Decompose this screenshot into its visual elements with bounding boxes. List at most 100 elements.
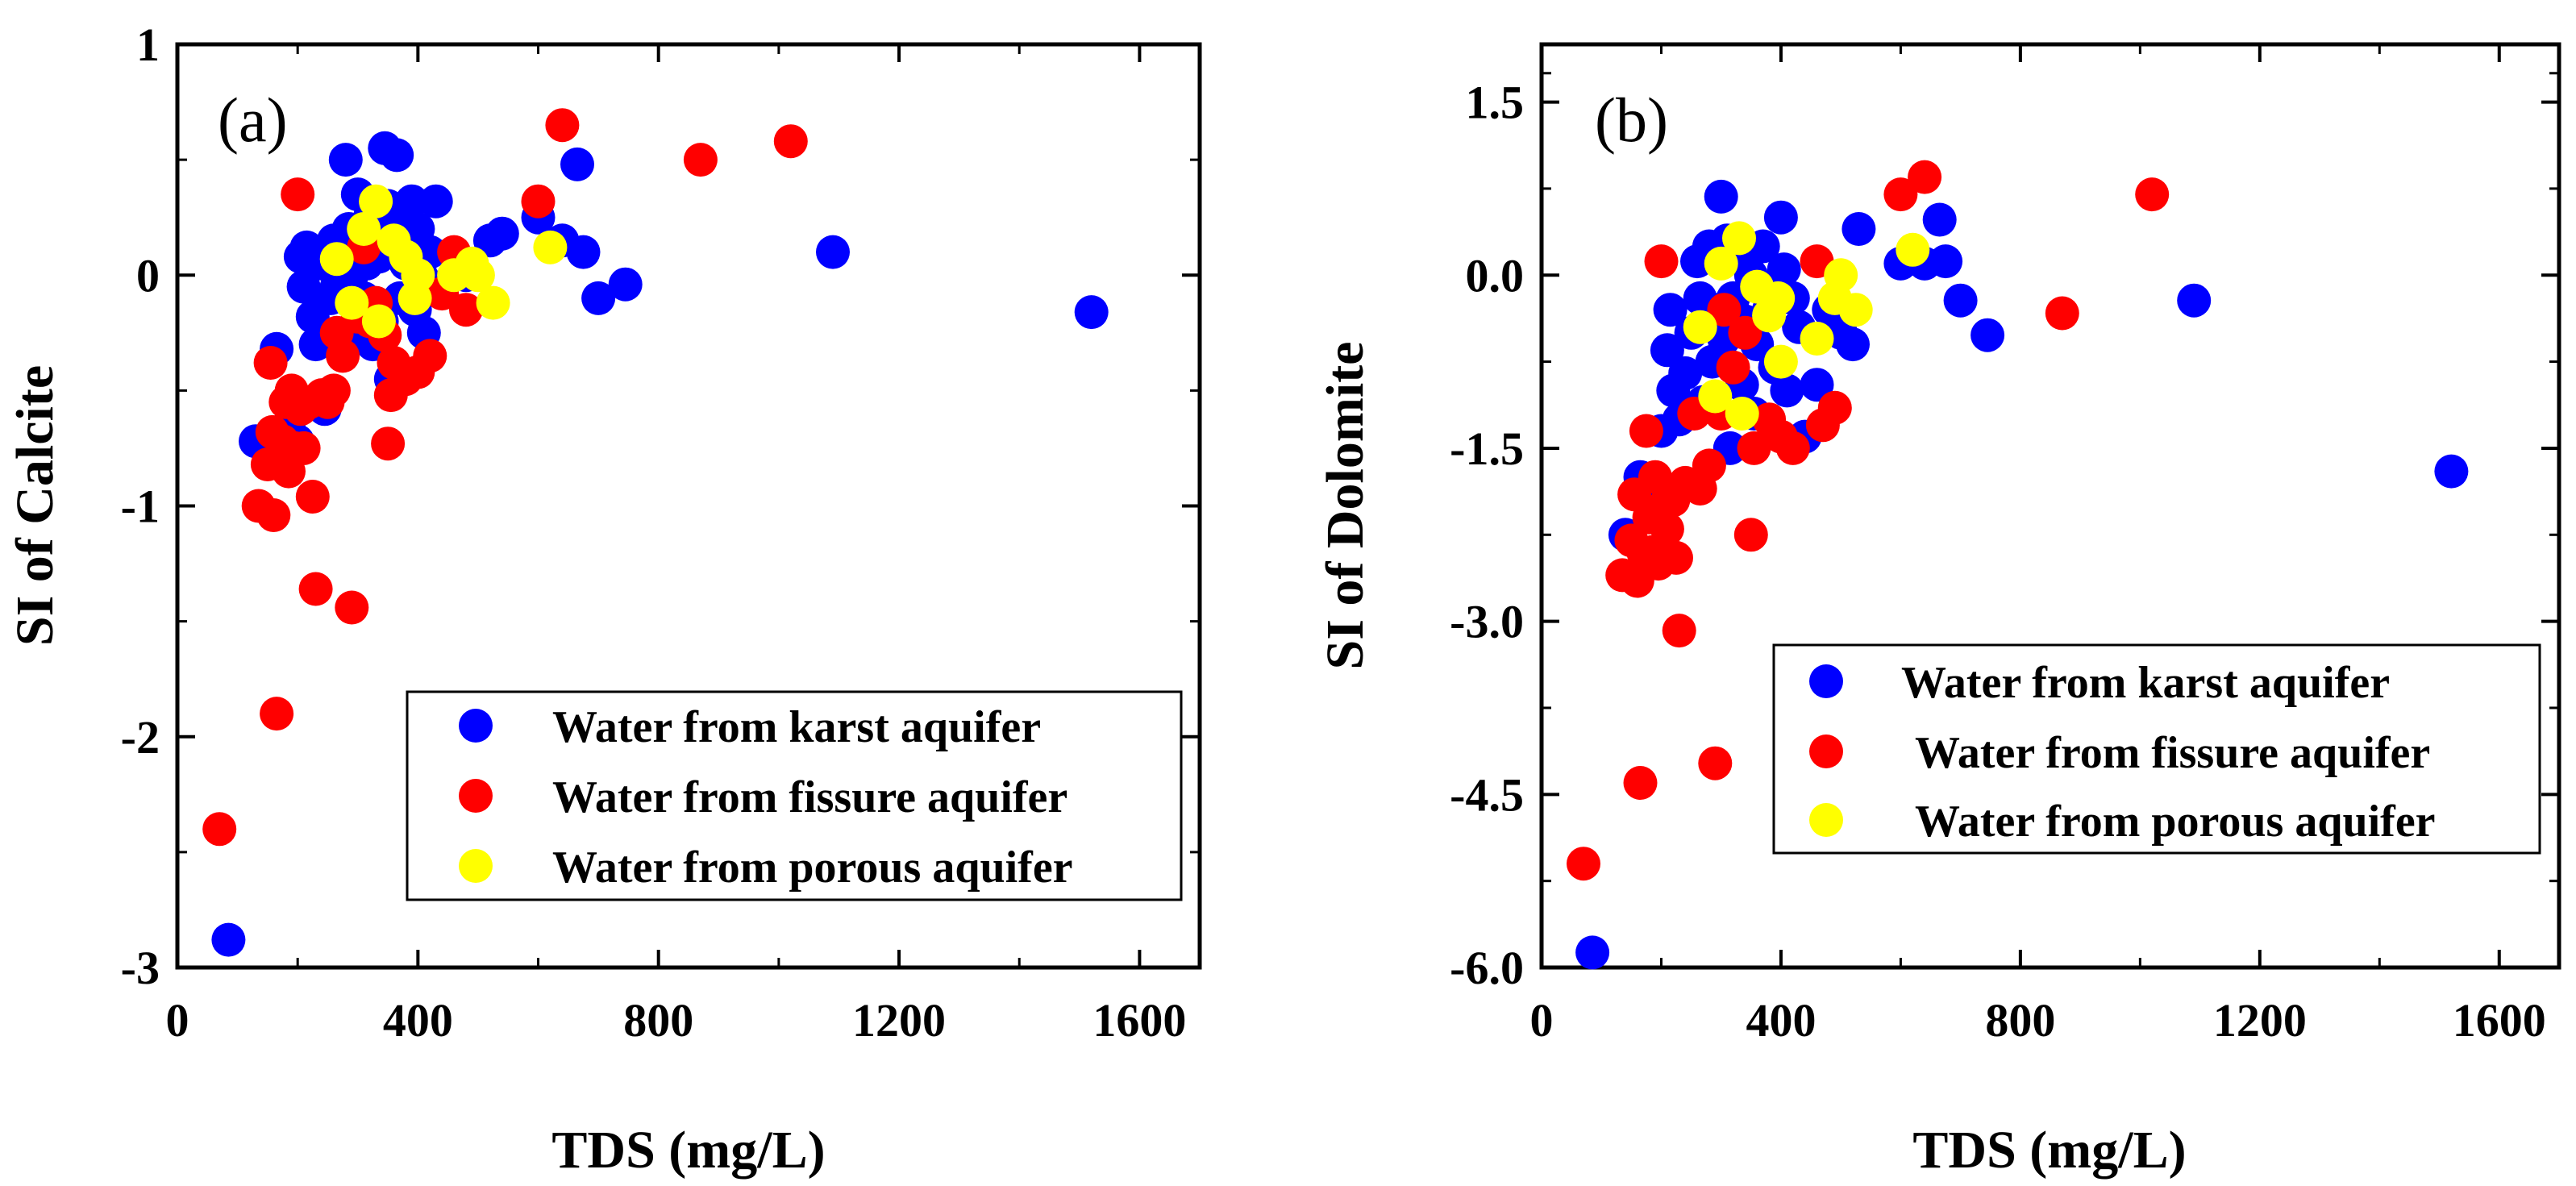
karst-point <box>1770 373 1804 408</box>
panel-b-legend-box <box>1772 643 2541 855</box>
panel-b-legend-fissure-label: Water from fissure aquifer <box>1915 728 2430 778</box>
x-tick-label: 1600 <box>1092 994 1186 1047</box>
porous-point <box>401 258 435 293</box>
karst-point <box>485 216 519 251</box>
fissure-point <box>1644 244 1679 279</box>
fissure-point <box>1623 766 1658 800</box>
porous-point <box>1761 281 1796 315</box>
panel-a-legend-fissure-marker <box>459 779 493 813</box>
karst-point <box>2434 454 2469 489</box>
panel-a-points <box>202 108 1109 957</box>
karst-point <box>1653 293 1688 327</box>
karst-point <box>1800 368 1834 402</box>
fissure-point <box>1716 350 1750 385</box>
fissure-point <box>295 480 330 514</box>
porous-point <box>335 285 369 320</box>
panel-b-points <box>1567 160 2469 970</box>
y-tick-label: 0.0 <box>1466 249 1525 302</box>
porous-point <box>1698 379 1733 414</box>
fissure-point <box>1728 315 1762 350</box>
panel-a-legend-porous-marker <box>459 849 493 883</box>
x-tick-label: 800 <box>1985 994 2055 1047</box>
fissure-point <box>521 184 556 218</box>
karst-point <box>328 143 363 177</box>
karst-point <box>1575 935 1610 970</box>
karst-point <box>418 184 453 218</box>
fissure-point <box>1707 293 1742 327</box>
panel-a-legend-fissure-label: Water from fissure aquifer <box>552 772 1067 822</box>
fissure-point <box>253 346 288 380</box>
fissure-point <box>1659 540 1693 575</box>
porous-point <box>1725 397 1759 431</box>
fissure-point <box>1638 460 1672 494</box>
porous-point <box>476 285 510 320</box>
fissure-point <box>1567 847 1600 881</box>
karst-point <box>380 138 414 173</box>
porous-point <box>1704 246 1738 281</box>
karst-point <box>816 235 850 269</box>
karst-point <box>1929 244 1963 279</box>
karst-point <box>1763 200 1798 235</box>
panel-a-x-axis-title: TDS (mg/L) <box>551 1121 825 1180</box>
porous-point <box>1824 258 1858 293</box>
panel-b-plot-frame <box>1539 42 2561 970</box>
panel-a-legend: Water from karst aquifer Water from fiss… <box>406 690 1183 901</box>
panel-a-axes: 0 400 800 1200 1600 1 0 -1 -2 -3 <box>121 19 1200 1047</box>
karst-point <box>1650 333 1684 368</box>
karst-point <box>1836 327 1870 362</box>
porous-point <box>1722 221 1756 256</box>
karst-point <box>1943 283 1978 318</box>
porous-point <box>359 184 393 218</box>
fissure-point <box>1692 448 1726 483</box>
fissure-point <box>1662 614 1696 648</box>
fissure-point <box>286 431 321 465</box>
karst-point <box>1668 356 1703 390</box>
porous-point <box>1896 232 1930 267</box>
fissure-point <box>545 108 580 143</box>
x-tick-label: 400 <box>383 994 453 1047</box>
fissure-point <box>683 143 718 177</box>
karst-point <box>581 281 616 315</box>
panel-b-dolomite: 0 400 800 1200 1600 1.5 0.0 -1.5 -3.0 -4.5 -6.0 (b… <box>1316 42 2561 1180</box>
fissure-point <box>1817 390 1852 425</box>
fissure-point <box>1775 431 1810 465</box>
fissure-point <box>1650 512 1684 547</box>
fissure-point <box>202 812 237 847</box>
panel-a-legend-box <box>406 690 1183 901</box>
karst-point <box>1841 212 1876 246</box>
porous-point <box>1800 322 1834 356</box>
porous-point <box>1763 344 1798 379</box>
panel-b-label: (b) <box>1595 85 1668 155</box>
y-tick-label: -6.0 <box>1450 942 1524 994</box>
karst-point <box>2177 283 2212 318</box>
panel-a-y-axis-title: SI of Calcite <box>6 365 65 646</box>
panel-b-legend-karst-marker <box>1809 664 1843 698</box>
y-tick-label: -3 <box>121 942 160 994</box>
fissure-point <box>256 498 291 532</box>
karst-point <box>566 235 601 269</box>
porous-point <box>1683 310 1717 344</box>
porous-point <box>319 242 354 277</box>
karst-point <box>286 269 321 304</box>
porous-point <box>361 304 396 339</box>
fissure-point <box>326 339 360 373</box>
x-tick-label: 400 <box>1746 994 1816 1047</box>
y-tick-label: 1.5 <box>1466 77 1525 129</box>
porous-point <box>1838 293 1873 327</box>
x-tick-label: 800 <box>623 994 693 1047</box>
karst-point <box>394 184 429 218</box>
y-tick-label: -1 <box>121 481 160 533</box>
fissure-point <box>449 293 483 327</box>
y-tick-label: -4.5 <box>1450 768 1524 821</box>
panel-b-legend-karst-label: Water from karst aquifer <box>1901 658 2390 708</box>
karst-point <box>608 267 643 302</box>
y-tick-label: 1 <box>136 19 160 71</box>
fissure-point <box>1698 746 1733 780</box>
karst-point <box>1704 179 1738 214</box>
panel-b-x-axis-title: TDS (mg/L) <box>1912 1121 2186 1180</box>
karst-point <box>1970 318 2005 352</box>
y-tick-label: -1.5 <box>1450 422 1524 475</box>
fissure-point <box>773 124 808 159</box>
y-tick-label: 0 <box>136 249 160 302</box>
fissure-point <box>1733 518 1768 552</box>
